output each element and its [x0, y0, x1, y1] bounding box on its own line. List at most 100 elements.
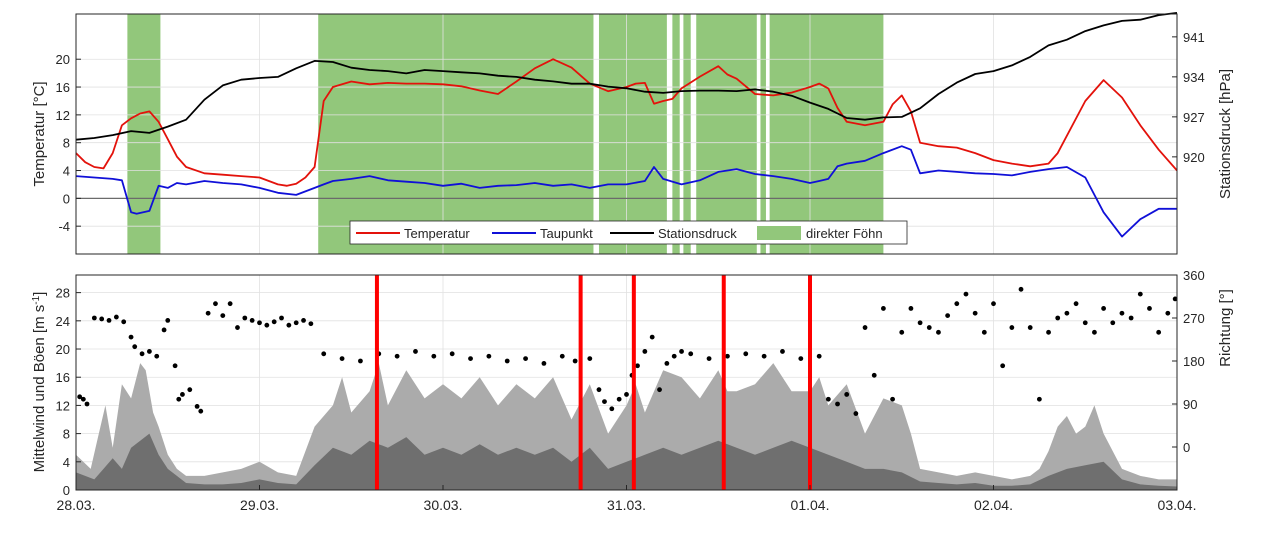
direction-point	[688, 351, 694, 357]
direction-point	[235, 325, 240, 330]
direction-point	[128, 334, 134, 340]
direction-tick-label: 180	[1183, 354, 1205, 369]
direction-point	[936, 329, 941, 335]
direction-point	[1092, 329, 1097, 335]
legend: Temperatur Taupunkt Stationsdruck direkt…	[349, 220, 908, 245]
wind-tick-label: 28	[56, 286, 70, 301]
direction-point	[743, 351, 749, 357]
top-series	[75, 12, 1178, 238]
direction-point	[161, 327, 167, 333]
direction-point	[881, 306, 886, 311]
foehn-period	[683, 14, 691, 254]
direction-point	[1101, 306, 1106, 311]
direction-point	[339, 356, 345, 362]
direction-point	[106, 317, 112, 323]
legend-label-foehn: direkter Föhn	[806, 226, 883, 241]
direction-point	[917, 320, 923, 326]
direction-point	[624, 392, 629, 397]
direction-point	[602, 399, 607, 405]
foehn-period	[696, 14, 757, 254]
direction-point	[187, 387, 193, 393]
wind-ticks: 0 4 8 12 16 20 24 28	[56, 286, 81, 498]
direction-point	[780, 349, 785, 354]
direction-point	[963, 291, 969, 297]
direction-point	[835, 401, 840, 407]
direction-point	[1110, 320, 1116, 326]
direction-tick-label: 270	[1183, 311, 1205, 326]
direction-point	[358, 358, 363, 364]
direction-point	[321, 351, 327, 357]
direction-point	[1128, 315, 1134, 321]
direction-point	[1027, 325, 1033, 330]
direction-point	[1172, 296, 1178, 302]
direction-point	[559, 353, 565, 359]
direction-tick-label: 0	[1183, 440, 1190, 455]
direction-point	[113, 314, 119, 320]
direction-point	[99, 316, 105, 322]
direction-point	[853, 411, 859, 416]
legend-label-dewpoint: Taupunkt	[540, 226, 593, 241]
direction-point	[954, 301, 960, 307]
direction-point	[642, 349, 648, 354]
direction-point	[541, 360, 547, 366]
pressure-line	[75, 12, 1178, 141]
direction-point	[1156, 329, 1162, 335]
foehn-period	[769, 14, 884, 254]
direction-point	[172, 363, 178, 369]
direction-point	[84, 401, 90, 407]
direction-point	[1064, 310, 1070, 316]
date-tick-label: 29.03.	[240, 497, 279, 513]
direction-point	[616, 396, 622, 402]
direction-point	[1036, 396, 1042, 402]
direction-point	[679, 349, 684, 354]
date-ticks: 28.03. 29.03. 30.03. 31.03. 01.04. 02.04. 03.0…	[57, 485, 1196, 513]
temperature-tick-label: 4	[63, 164, 70, 179]
temperature-axis-label: Temperatur [°C]	[31, 81, 48, 186]
direction-point	[431, 353, 437, 359]
direction-point	[825, 396, 831, 402]
direction-point	[596, 387, 602, 393]
top-plot-frame	[75, 13, 1178, 255]
temperature-tick-label: -4	[58, 219, 70, 234]
temperature-tick-label: 16	[56, 80, 70, 95]
direction-point	[1018, 286, 1024, 292]
direction-point	[504, 358, 510, 364]
wind-tick-label: 0	[63, 483, 70, 498]
direction-point	[279, 315, 284, 321]
direction-point	[293, 320, 299, 326]
direction-point	[844, 392, 850, 397]
direction-point	[220, 313, 226, 319]
direction-point	[899, 329, 905, 335]
direction-point	[249, 317, 255, 323]
direction-point	[180, 392, 185, 397]
direction-tick-label: 90	[1183, 397, 1197, 412]
direction-point	[981, 329, 987, 335]
wind-axis-label: Mittelwind und Böen [m s-1]	[31, 292, 48, 473]
direction-point	[706, 356, 712, 362]
direction-point	[890, 396, 895, 402]
temperature-tick-label: 0	[63, 191, 70, 206]
direction-point	[91, 315, 97, 321]
direction-point	[926, 325, 932, 330]
pressure-tick-label: 941	[1183, 30, 1205, 45]
direction-point	[523, 356, 528, 362]
mean-wind-area	[76, 433, 1177, 490]
direction-point	[761, 353, 767, 359]
direction-point	[1165, 310, 1171, 316]
direction-point	[394, 353, 400, 359]
direction-point	[635, 363, 640, 369]
foehn-period	[672, 14, 680, 254]
direction-points	[77, 286, 1178, 416]
pressure-ticks: 920 927 934 941	[1172, 30, 1205, 165]
temperature-tick-label: 12	[56, 108, 70, 123]
legend-label-pressure: Stationsdruck	[658, 226, 737, 241]
direction-point	[449, 351, 455, 357]
direction-point	[991, 301, 996, 307]
direction-point	[227, 301, 233, 307]
direction-point	[80, 396, 86, 402]
direction-point	[972, 310, 978, 316]
date-tick-label: 02.04.	[974, 497, 1013, 513]
direction-point	[198, 408, 204, 414]
temperature-pressure-panel: -4 0 4 8 12 16 20 920 927 934 941 Temperatur [°C]…	[31, 12, 1234, 255]
